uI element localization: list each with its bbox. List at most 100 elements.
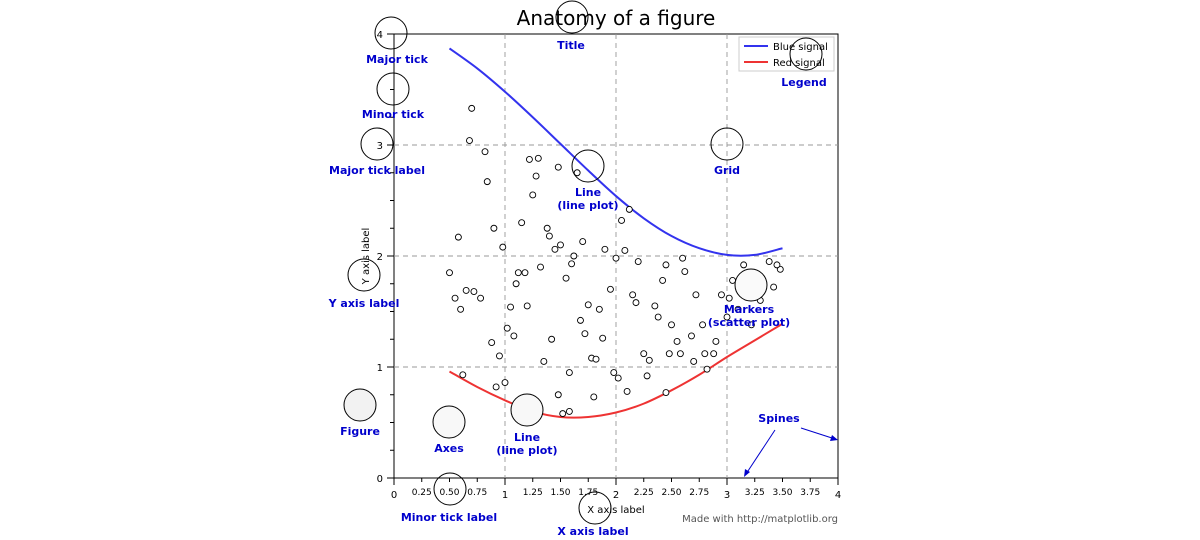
scatter-point — [676, 350, 684, 358]
scatter-point — [537, 263, 544, 271]
scatter-point — [634, 258, 642, 265]
scatter-point — [446, 269, 453, 277]
scatter-point — [529, 191, 537, 199]
x-minor-tick-label: 3.25 — [745, 488, 765, 498]
circle-y-axis-label — [347, 258, 381, 292]
legend-label-blue: Blue signal — [773, 42, 828, 53]
x-minor-tick-label: 0.25 — [412, 488, 432, 498]
y-major-tick-label: 3 — [377, 141, 383, 152]
scatter-point — [540, 358, 548, 365]
annotation-major-tick-label: Major tick label — [329, 164, 425, 177]
scatter-point — [568, 260, 576, 268]
y-major-tick-label: 4 — [377, 30, 383, 41]
scatter-point — [573, 169, 581, 177]
scatter-point — [451, 294, 459, 302]
scatter-point — [459, 371, 467, 379]
circle-x-axis-label — [578, 491, 612, 525]
scatter-point — [503, 324, 511, 332]
scatter-point — [534, 154, 542, 162]
scatter-point — [565, 369, 573, 376]
scatter-point — [640, 350, 648, 358]
scatter-point — [551, 245, 559, 253]
scatter-point — [747, 321, 755, 329]
scatter-point — [690, 358, 698, 365]
x-minor-tick-label: 0.75 — [467, 488, 487, 498]
scatter-point — [590, 393, 598, 401]
scatter-point — [557, 241, 564, 249]
grid-lines — [394, 34, 838, 478]
scatter-point — [703, 365, 711, 373]
scatter-point — [490, 224, 498, 232]
scatter-point — [776, 265, 784, 273]
scatter-point — [470, 288, 478, 295]
scatter-point — [679, 254, 687, 262]
red-signal-line — [449, 322, 784, 419]
scatter-point — [562, 274, 570, 282]
scatter-point — [512, 280, 520, 288]
scatter-point — [577, 316, 584, 324]
annotation-markers: Markers (scatter plot) — [708, 303, 790, 329]
scatter-point — [554, 391, 562, 399]
circle-red-line — [510, 393, 544, 427]
annotation-axes: Axes — [434, 442, 464, 455]
scatter-point — [462, 286, 470, 294]
x-minor-tick-label: 2.50 — [661, 488, 681, 498]
scatter-point — [643, 372, 651, 380]
spines-arrows — [744, 427, 838, 477]
annotation-title: Title — [557, 39, 585, 52]
circle-minor-tick — [376, 72, 410, 106]
annotation-grid: Grid — [714, 164, 740, 177]
scatter-point — [514, 269, 522, 277]
scatter-point — [521, 269, 529, 277]
annotation-circles — [343, 0, 823, 525]
circle-markers — [734, 268, 768, 302]
y-axis-label: Y axis label — [361, 228, 372, 286]
scatter-point — [710, 350, 718, 358]
annotation-x-axis-label: X axis label — [557, 525, 628, 538]
scatter-point — [610, 369, 618, 376]
scatter-point — [584, 301, 592, 309]
scatter-point — [492, 383, 500, 391]
x-major-tick-label: 0 — [391, 490, 397, 501]
scatter-point — [468, 104, 476, 112]
scatter-point — [729, 276, 736, 284]
scatter-point — [668, 321, 675, 329]
scatter-point — [581, 330, 589, 338]
scatter-point — [651, 302, 659, 310]
y-major-tick-label: 1 — [377, 363, 383, 374]
scatter-point — [621, 246, 629, 254]
scatter-point — [770, 283, 778, 291]
scatter-point — [688, 332, 695, 340]
scatter-point — [662, 261, 670, 269]
scatter-point — [496, 352, 503, 360]
chart-title: Anatomy of a figure — [517, 6, 716, 30]
scatter-point — [579, 238, 587, 246]
scatter-point — [477, 294, 485, 302]
scatter-point — [507, 303, 514, 311]
y-major-tick-label: 2 — [377, 252, 383, 263]
spines-arrow-bottom — [745, 429, 776, 475]
scatter-point — [699, 321, 707, 329]
x-minor-tick-label: 3.75 — [800, 488, 820, 498]
x-axis-label: X axis label — [587, 505, 644, 516]
spines-arrow-bottom-head — [744, 469, 750, 477]
scatter-point — [654, 313, 662, 321]
scatter-point — [607, 285, 614, 293]
x-minor-tick-label: 0.50 — [439, 488, 459, 498]
scatter-point — [632, 299, 640, 307]
circle-minor-tick-label — [433, 472, 467, 506]
blue-signal-line — [448, 47, 783, 257]
x-minor-tick-label: 2.25 — [634, 488, 654, 498]
annotation-y-axis-label: Y axis label — [328, 297, 400, 310]
scatter-point — [499, 243, 507, 251]
scatter-point — [692, 291, 700, 299]
footer-credit: Made with http://matplotlib.org — [682, 514, 838, 525]
scatter-point — [481, 148, 489, 156]
scatter-point — [765, 258, 773, 265]
x-minor-tick-label: 1.25 — [523, 488, 543, 498]
scatter-point — [614, 374, 622, 382]
scatter-point — [466, 137, 473, 145]
x-major-tick-label: 2 — [613, 490, 619, 501]
annotation-line-plot-red: Line (line plot) — [496, 431, 557, 457]
